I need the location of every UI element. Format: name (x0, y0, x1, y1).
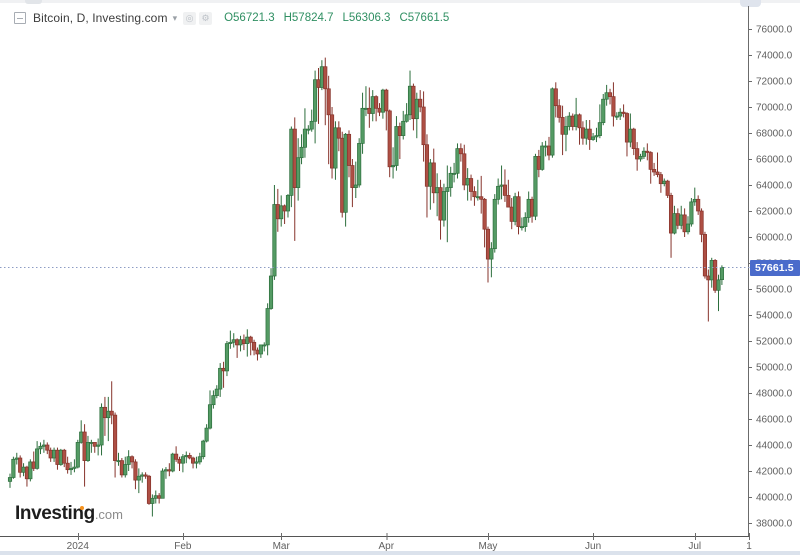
price-tick-label: 66000.0 (756, 155, 793, 166)
time-tick-label: Jun (585, 541, 601, 552)
collapse-legend-icon[interactable] (14, 12, 26, 24)
ohlc-readout: O56721.3 H57824.7 L56306.3 C57661.5 (224, 12, 449, 24)
high-value: H57824.7 (283, 12, 334, 24)
last-price-tag: 57661.5 (750, 260, 800, 276)
price-axis[interactable]: 76000.0 74000.0 72000.0 70000.0 68000.0 66000… (748, 25, 793, 530)
price-tick-label: 72000.0 (756, 77, 793, 88)
price-tick-label: 44000.0 (756, 441, 793, 452)
logo-brand-text: Investing (15, 503, 95, 524)
chart-legend: Bitcoin, D, Investing.com ▾ ◎ ⚙ O56721.3… (14, 9, 449, 27)
time-tick-label: Mar (273, 541, 291, 552)
price-tick-label: 48000.0 (756, 389, 793, 400)
price-tick-label: 40000.0 (756, 493, 793, 504)
price-tick-label: 70000.0 (756, 103, 793, 114)
chevron-down-icon: ▾ (172, 12, 178, 23)
price-tick-label: 54000.0 (756, 311, 793, 322)
time-tick-label: 1 (746, 541, 752, 552)
price-tick-label: 38000.0 (756, 519, 793, 530)
low-value: L56306.3 (342, 12, 391, 24)
open-value: O56721.3 (224, 12, 275, 24)
time-tick-label: Feb (174, 541, 192, 552)
axis-lines (0, 6, 749, 537)
price-tick-label: 60000.0 (756, 233, 793, 244)
time-tick-label: Apr (379, 541, 395, 552)
price-tick-label: 46000.0 (756, 415, 793, 426)
price-tick-label: 50000.0 (756, 363, 793, 374)
price-tick-label: 56000.0 (756, 285, 793, 296)
price-tick-label: 76000.0 (756, 25, 793, 36)
logo-suffix-text: .com (94, 507, 123, 522)
logo-orange-dot (80, 506, 84, 510)
price-tick-label: 64000.0 (756, 181, 793, 192)
investing-logo[interactable]: Investing .com (15, 503, 123, 525)
time-tick-label: Jul (688, 541, 701, 552)
time-tick-label: May (479, 541, 498, 552)
price-tick-label: 52000.0 (756, 337, 793, 348)
candlestick-series (7, 57, 724, 517)
price-tick-label: 42000.0 (756, 467, 793, 478)
bottom-edge-band (0, 551, 800, 555)
price-tick-label: 74000.0 (756, 51, 793, 62)
top-right-scroll-nub (740, 0, 761, 7)
close-value: C57661.5 (399, 12, 450, 24)
time-axis[interactable]: 2024 Feb Mar Apr May Jun Jul 1 (67, 533, 753, 552)
top-edge-strip (0, 0, 800, 3)
settings-gear-icon[interactable]: ⚙ (199, 11, 213, 25)
chart-title[interactable]: Bitcoin, D, Investing.com (33, 11, 168, 25)
price-tick-label: 62000.0 (756, 207, 793, 218)
price-tick-label: 68000.0 (756, 129, 793, 140)
time-tick-label: 2024 (67, 541, 90, 552)
visibility-eye-icon[interactable]: ◎ (183, 11, 197, 25)
top-edge-tab (25, 0, 42, 4)
